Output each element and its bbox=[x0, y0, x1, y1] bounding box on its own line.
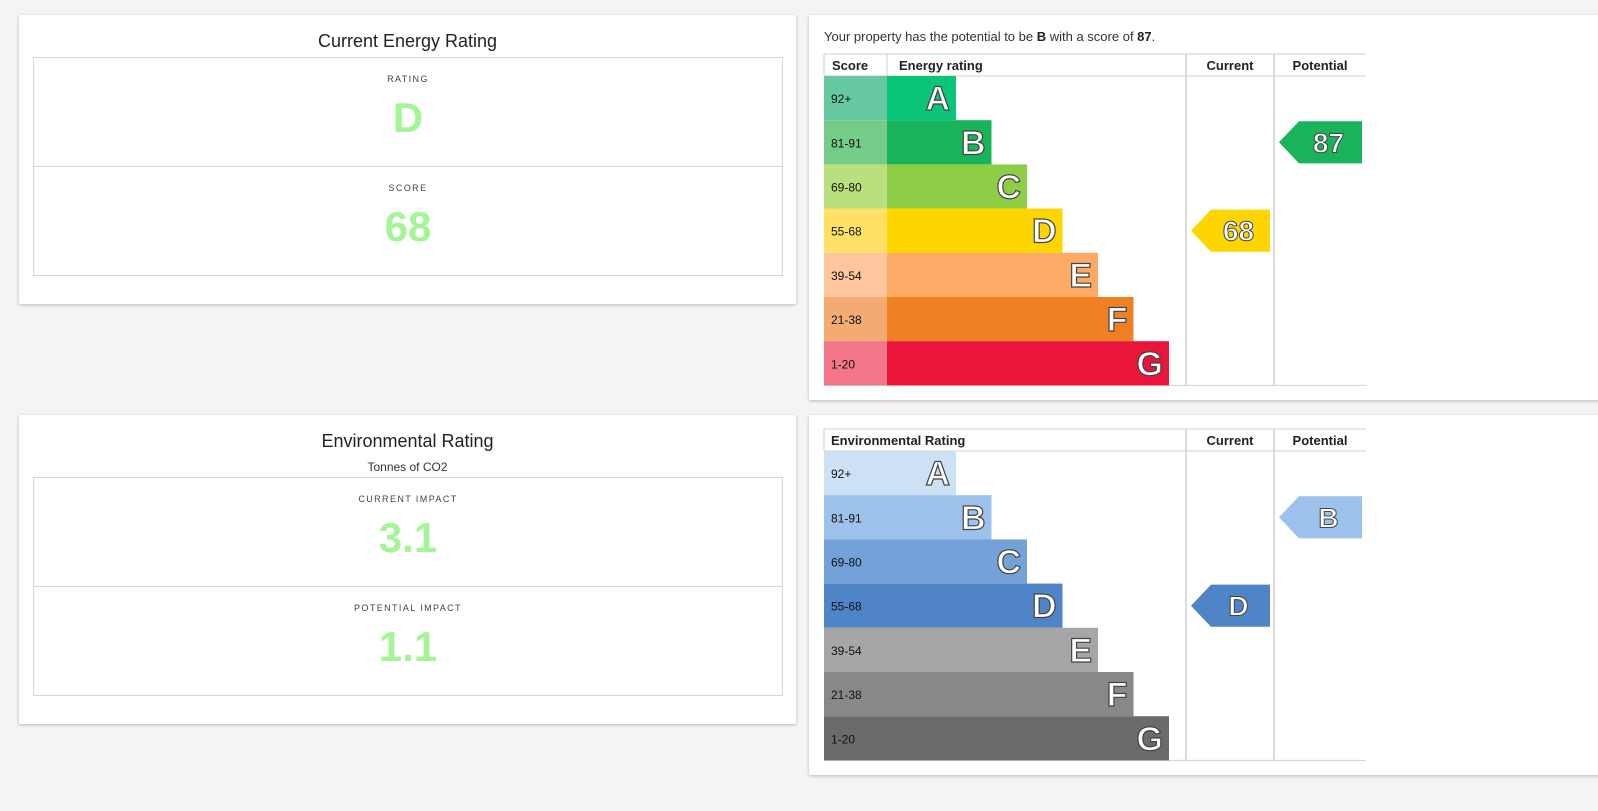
current-energy-rating-card: Current Energy Rating RATING D SCORE 68 bbox=[19, 15, 796, 304]
energy-band-range-b: 81-91 bbox=[831, 136, 862, 150]
energy-rating-chart-card: Your property has the potential to be B … bbox=[809, 15, 1598, 400]
env-potential-arrow-label: B bbox=[1318, 502, 1338, 533]
env-band-bar-f bbox=[824, 672, 1134, 717]
energy-stats-box: RATING D SCORE 68 bbox=[33, 57, 783, 276]
env-current-arrow bbox=[1191, 584, 1270, 627]
energy-band-range-d: 55-68 bbox=[831, 225, 862, 239]
energy-band-letter-b: B bbox=[961, 124, 986, 162]
energy-band-letter-f: F bbox=[1107, 301, 1128, 339]
current-impact-cell: CURRENT IMPACT 3.1 bbox=[34, 478, 782, 586]
energy-band-bar-e bbox=[887, 252, 1098, 297]
potential-prefix: Your property has the potential to be bbox=[824, 29, 1037, 44]
energy-potential-arrow-label: 87 bbox=[1313, 127, 1344, 158]
env-stats-box: CURRENT IMPACT 3.1 POTENTIAL IMPACT 1.1 bbox=[33, 477, 783, 696]
energy-band-bar-b bbox=[887, 120, 992, 165]
energy-band-letter-c: C bbox=[996, 169, 1021, 207]
env-band-range-c: 69-80 bbox=[831, 556, 862, 570]
energy-header-rating: Energy rating bbox=[899, 58, 983, 73]
energy-band-range-e: 39-54 bbox=[831, 269, 862, 283]
env-band-bar-b bbox=[824, 495, 992, 540]
energy-band-range-f: 21-38 bbox=[831, 313, 862, 327]
energy-band-range-c: 69-80 bbox=[831, 181, 862, 195]
env-header-rating: Environmental Rating bbox=[831, 433, 965, 448]
energy-potential-arrow bbox=[1279, 121, 1362, 164]
env-band-range-g: 1-20 bbox=[831, 732, 855, 746]
env-band-bar-d bbox=[824, 583, 1063, 628]
env-band-letter-d: D bbox=[1032, 588, 1057, 626]
environmental-rating-chart-card: Environmental Rating Current Potential 92+ A… bbox=[809, 415, 1598, 775]
rating-label: RATING bbox=[387, 74, 429, 84]
energy-header-score: Score bbox=[832, 58, 868, 73]
energy-score-cell-g bbox=[824, 341, 887, 386]
env-card-subtitle: Tonnes of CO2 bbox=[367, 460, 448, 474]
env-band-range-e: 39-54 bbox=[831, 644, 862, 658]
energy-score-cell-e bbox=[824, 252, 887, 297]
env-band-range-b: 81-91 bbox=[831, 511, 862, 525]
energy-band-range-g: 1-20 bbox=[831, 357, 855, 371]
energy-score-cell-a bbox=[824, 76, 887, 121]
energy-current-arrow bbox=[1191, 209, 1270, 252]
energy-score-cell-d bbox=[824, 208, 887, 253]
current-impact-value: 3.1 bbox=[378, 514, 438, 561]
env-band-letter-c: C bbox=[996, 544, 1021, 582]
environmental-rating-chart: Environmental Rating Current Potential 92+ A… bbox=[823, 428, 1366, 761]
potential-impact-label: POTENTIAL IMPACT bbox=[354, 603, 462, 613]
energy-band-letter-d: D bbox=[1032, 213, 1057, 251]
env-band-letter-e: E bbox=[1069, 632, 1092, 670]
energy-band-letter-g: G bbox=[1137, 345, 1163, 383]
env-band-range-a: 92+ bbox=[831, 467, 851, 481]
energy-band-bar-a bbox=[887, 76, 956, 121]
energy-score-cell-c bbox=[824, 164, 887, 209]
energy-band-bar-f bbox=[887, 297, 1134, 342]
potential-sentence: Your property has the potential to be B … bbox=[824, 29, 1155, 44]
env-band-bar-g bbox=[824, 716, 1169, 761]
energy-current-arrow-label: 68 bbox=[1223, 216, 1254, 247]
environmental-rating-card: Environmental Rating Tonnes of CO2 CURRE… bbox=[19, 415, 796, 724]
env-band-letter-g: G bbox=[1137, 720, 1163, 758]
env-header-current: Current bbox=[1207, 433, 1255, 448]
rating-value: D bbox=[392, 94, 424, 141]
env-band-letter-a: A bbox=[925, 455, 950, 493]
score-value: 68 bbox=[384, 203, 432, 250]
energy-band-letter-e: E bbox=[1069, 257, 1092, 295]
energy-card-title: Current Energy Rating bbox=[317, 31, 498, 51]
energy-rating-chart: Score Energy rating Current Potential 92+ A 81… bbox=[823, 53, 1366, 386]
potential-score-text: 87 bbox=[1137, 29, 1152, 44]
env-band-range-f: 21-38 bbox=[831, 688, 862, 702]
env-card-title: Environmental Rating bbox=[321, 431, 494, 451]
energy-band-letter-a: A bbox=[925, 80, 950, 118]
env-band-bar-a bbox=[824, 451, 956, 496]
energy-band-bar-c bbox=[887, 164, 1027, 209]
potential-band-text: B bbox=[1036, 29, 1047, 44]
current-impact-label: CURRENT IMPACT bbox=[358, 494, 458, 504]
potential-impact-value: 1.1 bbox=[378, 623, 438, 670]
score-label: SCORE bbox=[388, 183, 428, 193]
energy-header-current: Current bbox=[1207, 58, 1255, 73]
energy-header-potential: Potential bbox=[1293, 58, 1348, 73]
potential-mid: with a score of bbox=[1046, 29, 1138, 44]
potential-suffix: . bbox=[1151, 29, 1156, 44]
env-band-range-d: 55-68 bbox=[831, 600, 862, 614]
env-band-letter-f: F bbox=[1107, 676, 1128, 714]
env-band-bar-c bbox=[824, 539, 1027, 584]
env-band-bar-e bbox=[824, 627, 1098, 672]
energy-band-range-a: 92+ bbox=[831, 92, 851, 106]
env-band-letter-b: B bbox=[961, 499, 986, 537]
env-potential-arrow bbox=[1279, 496, 1362, 539]
env-current-arrow-label: D bbox=[1228, 591, 1248, 622]
score-cell: SCORE 68 bbox=[34, 166, 782, 275]
env-header-potential: Potential bbox=[1293, 433, 1348, 448]
energy-score-cell-f bbox=[824, 297, 887, 342]
rating-cell: RATING D bbox=[34, 58, 782, 166]
energy-score-cell-b bbox=[824, 120, 887, 165]
energy-band-bar-d bbox=[887, 208, 1063, 253]
energy-band-bar-g bbox=[887, 341, 1169, 386]
potential-impact-cell: POTENTIAL IMPACT 1.1 bbox=[34, 586, 782, 695]
